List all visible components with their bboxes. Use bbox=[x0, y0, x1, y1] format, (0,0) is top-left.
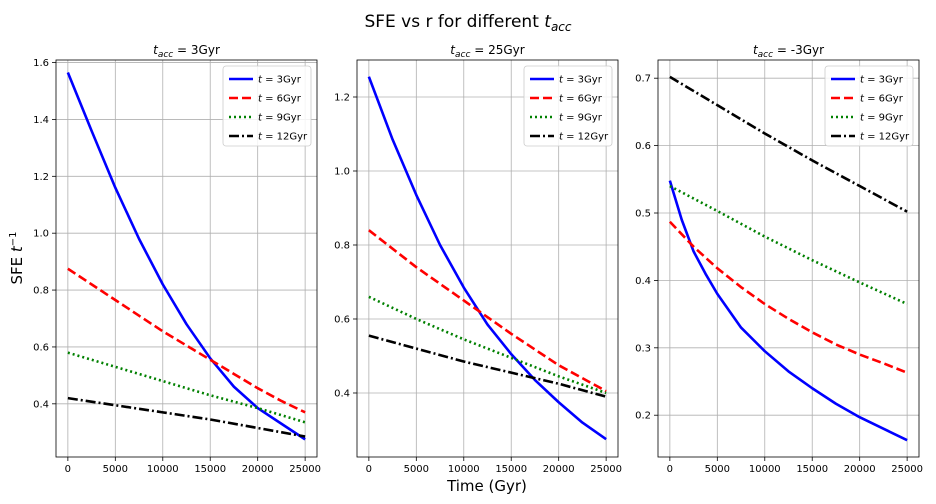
series-line-3 bbox=[67, 351, 306, 424]
y-tick-label: 0.7 bbox=[635, 74, 651, 85]
y-tick-label: 1.0 bbox=[33, 229, 49, 240]
panel-title: tacc = 25Gyr bbox=[450, 43, 524, 60]
series-line-3 bbox=[669, 184, 908, 306]
legend-label: t = 6Gyr bbox=[559, 94, 603, 105]
series-line-2 bbox=[368, 229, 607, 393]
x-tick-label: 15000 bbox=[495, 464, 527, 475]
y-tick-label: 1.2 bbox=[334, 92, 350, 103]
legend-label: t = 3Gyr bbox=[860, 75, 904, 86]
legend-box bbox=[824, 65, 914, 147]
x-tick-label: 10000 bbox=[147, 464, 179, 475]
y-tick-label: 1.0 bbox=[334, 166, 350, 177]
legend: t = 3Gyr t = 6Gyr t = 9Gyr t = 12Gyr bbox=[523, 65, 613, 147]
x-tick-label: 20000 bbox=[844, 464, 876, 475]
legend-label: t = 6Gyr bbox=[258, 94, 302, 105]
legend-label: t = 9Gyr bbox=[559, 113, 603, 124]
legend: t = 3Gyr t = 6Gyr t = 9Gyr t = 12Gyr bbox=[222, 65, 312, 147]
legend-box bbox=[222, 65, 312, 147]
legend-label: t = 12Gyr bbox=[559, 132, 609, 143]
x-tick-label: 0 bbox=[366, 464, 372, 475]
series-line-2 bbox=[67, 267, 306, 414]
x-axis-label: Time (Gyr) bbox=[446, 477, 527, 495]
x-tick-label: 20000 bbox=[543, 464, 575, 475]
y-tick-label: 0.8 bbox=[334, 240, 350, 251]
x-tick-label: 25000 bbox=[289, 464, 321, 475]
x-tick-label: 0 bbox=[65, 464, 71, 475]
x-tick-label: 0 bbox=[667, 464, 673, 475]
x-tick-label: 15000 bbox=[796, 464, 828, 475]
y-tick-label: 0.2 bbox=[635, 411, 651, 422]
panel-title: tacc = 3Gyr bbox=[153, 43, 220, 60]
legend-label: t = 3Gyr bbox=[559, 75, 603, 86]
axes-frame bbox=[657, 59, 920, 458]
y-tick-label: 0.3 bbox=[635, 343, 651, 354]
series-line-2 bbox=[668, 220, 908, 374]
panel-title: tacc = -3Gyr bbox=[753, 43, 824, 60]
series-line-4 bbox=[67, 396, 306, 438]
x-tick-label: 10000 bbox=[448, 464, 480, 475]
x-tick-label: 15000 bbox=[194, 464, 226, 475]
y-tick-label: 0.4 bbox=[334, 388, 350, 399]
legend-label: t = 12Gyr bbox=[258, 132, 308, 143]
panel-2: 0 5000 10000 15000 20000 25000 0.4 0.6 0.8 1.0 1.2… bbox=[334, 43, 622, 475]
series-line-4 bbox=[368, 334, 607, 398]
y-tick-label: 0.6 bbox=[33, 342, 49, 353]
series-line-1 bbox=[66, 72, 306, 441]
y-tick-label: 0.6 bbox=[635, 141, 651, 152]
panel-1: 0 5000 10000 15000 20000 25000 0.4 0.6 0.8 1.0 1.2… bbox=[33, 43, 321, 475]
y-tick-label: 0.5 bbox=[635, 209, 651, 220]
legend-label: t = 9Gyr bbox=[860, 113, 904, 124]
y-tick-label: 0.6 bbox=[334, 314, 350, 325]
figure-title: SFE vs r for different tacc bbox=[364, 12, 571, 34]
y-tick-label: 0.4 bbox=[635, 276, 651, 287]
series-line-1 bbox=[367, 76, 607, 441]
x-tick-label: 20000 bbox=[242, 464, 274, 475]
x-tick-label: 5000 bbox=[404, 464, 429, 475]
series-line-1 bbox=[668, 180, 908, 442]
legend-label: t = 6Gyr bbox=[860, 94, 904, 105]
y-tick-label: 1.4 bbox=[33, 115, 49, 126]
axes-frame bbox=[356, 59, 619, 458]
x-tick-label: 5000 bbox=[103, 464, 128, 475]
axes-frame bbox=[55, 59, 318, 458]
y-tick-label: 0.8 bbox=[33, 286, 49, 297]
x-tick-label: 25000 bbox=[590, 464, 622, 475]
x-tick-label: 5000 bbox=[705, 464, 730, 475]
y-tick-label: 1.6 bbox=[33, 58, 49, 69]
legend-label: t = 3Gyr bbox=[258, 75, 302, 86]
legend: t = 3Gyr t = 6Gyr t = 9Gyr t = 12Gyr bbox=[824, 65, 914, 147]
x-tick-label: 10000 bbox=[749, 464, 781, 475]
legend-label: t = 9Gyr bbox=[258, 113, 302, 124]
y-tick-label: 1.2 bbox=[33, 172, 49, 183]
legend-box bbox=[523, 65, 613, 147]
x-tick-label: 25000 bbox=[891, 464, 923, 475]
panel-3: 0 5000 10000 15000 20000 25000 0.2 0.3 0.4 0.5 0.6… bbox=[635, 43, 923, 475]
y-axis-label: SFE t−1 bbox=[8, 231, 26, 284]
y-tick-label: 0.4 bbox=[33, 399, 49, 410]
legend-label: t = 12Gyr bbox=[860, 132, 910, 143]
